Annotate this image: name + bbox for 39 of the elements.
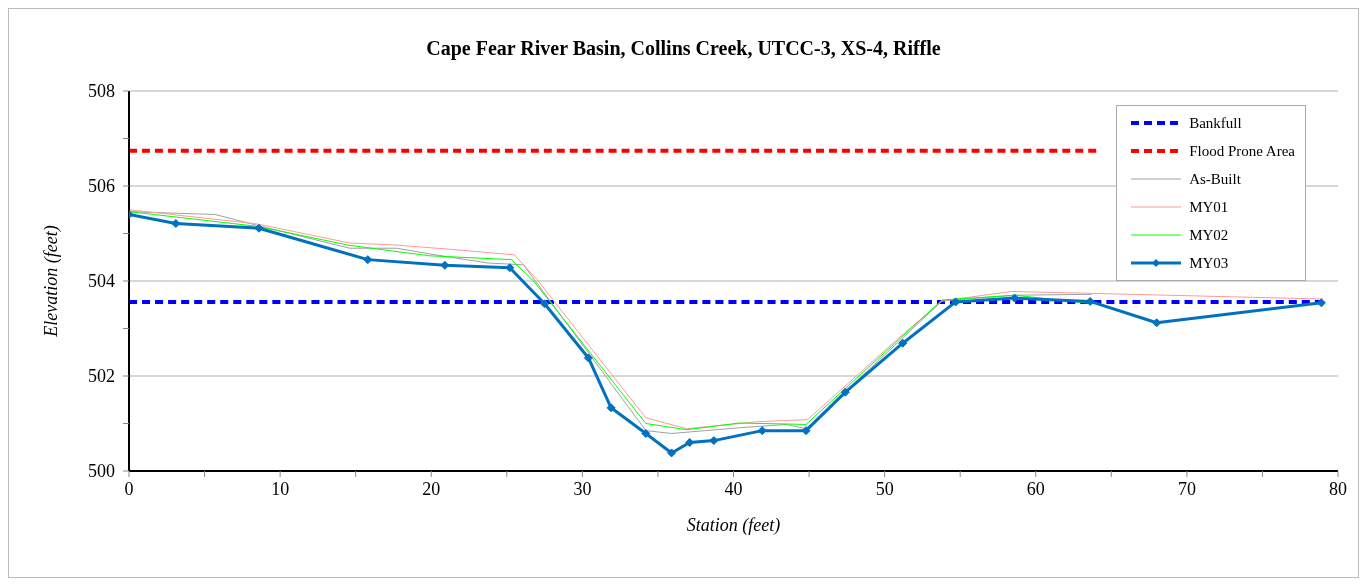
y-tick-label: 506: [88, 176, 115, 196]
point: [709, 436, 719, 446]
x-tick-label: 40: [724, 479, 743, 499]
point: [583, 353, 593, 363]
y-axis-title: Elevation (feet): [41, 225, 63, 338]
x-tick-label: 60: [1026, 479, 1045, 499]
y-tick-label: 502: [88, 366, 115, 386]
point: [757, 426, 767, 436]
x-tick-label: 50: [875, 479, 894, 499]
legend-label: As-Built: [1189, 170, 1241, 188]
legend-label: Flood Prone Area: [1189, 142, 1295, 160]
point: [540, 299, 550, 309]
point: [641, 428, 651, 438]
point: [171, 219, 181, 229]
legend-label: MY01: [1189, 198, 1229, 216]
x-tick-label: 20: [422, 479, 441, 499]
y-tick-label: 504: [88, 271, 115, 291]
point: [363, 255, 373, 265]
y-tick-label: 500: [88, 461, 115, 481]
point: [1152, 318, 1162, 328]
x-tick-label: 0: [124, 479, 134, 499]
x-tick-label: 30: [573, 479, 592, 499]
y-tick-label: 508: [88, 81, 115, 101]
x-tick-label: 70: [1177, 479, 1196, 499]
point: [801, 426, 811, 436]
point: [606, 403, 616, 413]
legend-label: MY03: [1189, 254, 1229, 272]
point: [254, 223, 264, 233]
point: [840, 387, 850, 397]
point: [685, 438, 695, 447]
point: [898, 338, 908, 348]
x-tick-label: 80: [1329, 479, 1347, 499]
point: [505, 263, 515, 273]
x-axis-title: Station (feet): [686, 515, 781, 536]
chart-title: Cape Fear River Basin, Collins Creek, UTCC-3, XS-4, Riffle: [425, 36, 942, 60]
x-tick-label: 10: [271, 479, 290, 499]
legend-label: MY02: [1189, 226, 1229, 244]
point: [667, 448, 677, 458]
legend-label: Bankfull: [1189, 114, 1242, 132]
